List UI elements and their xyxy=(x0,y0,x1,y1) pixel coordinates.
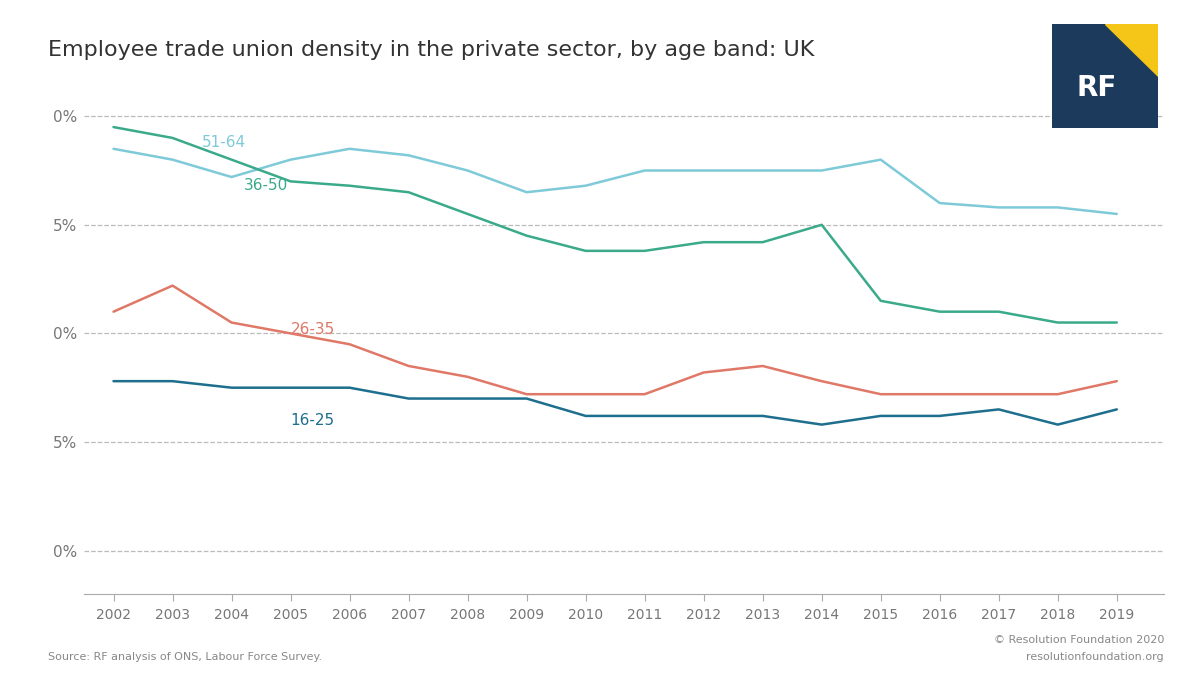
Text: 51-64: 51-64 xyxy=(202,135,246,150)
Text: RF: RF xyxy=(1076,74,1117,103)
Text: 16-25: 16-25 xyxy=(290,412,335,428)
Text: 26-35: 26-35 xyxy=(290,321,335,337)
Text: Source: RF analysis of ONS, Labour Force Survey.: Source: RF analysis of ONS, Labour Force… xyxy=(48,651,322,662)
Polygon shape xyxy=(1105,24,1158,76)
Text: © Resolution Foundation 2020: © Resolution Foundation 2020 xyxy=(994,634,1164,645)
Text: 36-50: 36-50 xyxy=(244,178,288,193)
Text: Employee trade union density in the private sector, by age band: UK: Employee trade union density in the priv… xyxy=(48,40,815,61)
Text: resolutionfoundation.org: resolutionfoundation.org xyxy=(1026,651,1164,662)
